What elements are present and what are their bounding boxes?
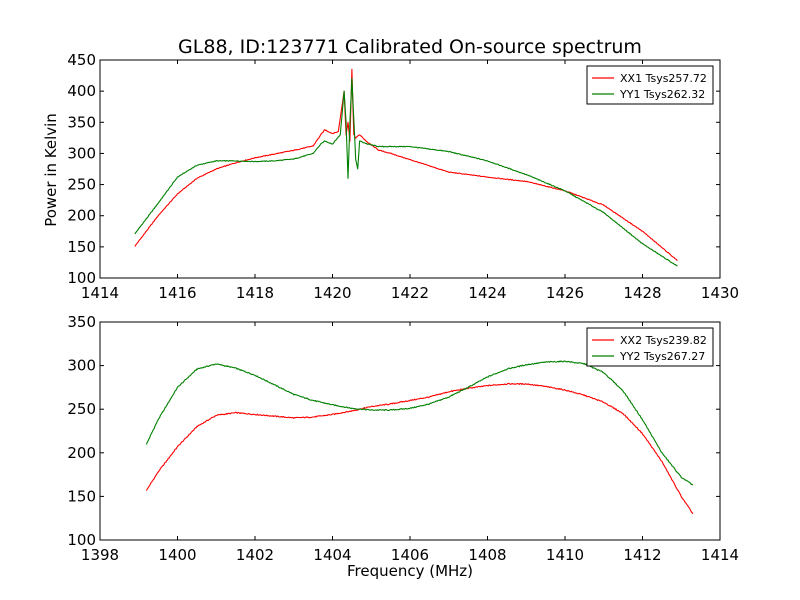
y-tick-label: 250 — [67, 176, 96, 194]
x-tick-label: 1406 — [391, 546, 429, 564]
x-tick-label: 1428 — [623, 284, 661, 302]
legend-label: YY2 Tsys267.27 — [619, 350, 705, 363]
y-tick-label: 250 — [67, 400, 96, 418]
y-tick-label: 150 — [67, 238, 96, 256]
legend-box — [586, 327, 714, 367]
y-tick-label: 350 — [67, 313, 96, 331]
x-axis-label: Frequency (MHz) — [347, 562, 473, 580]
y-axis-label: Power in Kelvin — [42, 113, 60, 227]
x-tick-label: 1412 — [623, 546, 661, 564]
legend-label: YY1 Tsys262.32 — [619, 88, 705, 101]
legend: XX1 Tsys257.72 YY1 Tsys262.32 — [586, 65, 714, 105]
x-tick-label: 1418 — [236, 284, 274, 302]
series-line-xx2 — [145, 382, 694, 515]
x-tick-label: 1404 — [313, 546, 351, 564]
x-tick-label: 1430 — [701, 284, 739, 302]
y-tick-label: 100 — [67, 531, 96, 549]
x-tick-label: 1414 — [701, 546, 739, 564]
x-tick-label: 1426 — [546, 284, 584, 302]
x-tick-label: 1408 — [468, 546, 506, 564]
legend: XX2 Tsys239.82 YY2 Tsys267.27 — [586, 327, 714, 367]
y-tick-label: 100 — [67, 269, 96, 287]
series-group — [145, 360, 694, 515]
y-tick-label: 450 — [67, 51, 96, 69]
legend-label: XX2 Tsys239.82 — [620, 334, 707, 347]
y-tick-label: 350 — [67, 113, 96, 131]
plot-2: 1398 1400 1402 1404 1406 1408 1410 1412 1414 100 1… — [67, 313, 739, 564]
x-tick-label: 1422 — [391, 284, 429, 302]
y-tick-label: 200 — [67, 207, 96, 225]
chart-title: GL88, ID:123771 Calibrated On-source spe… — [178, 36, 642, 58]
x-tick-label: 1420 — [313, 284, 351, 302]
y-tick-label: 200 — [67, 444, 96, 462]
x-tick-label: 1410 — [546, 546, 584, 564]
series-line-yy2 — [145, 360, 694, 486]
x-tick-label: 1414 — [81, 284, 119, 302]
x-tick-label: 1416 — [158, 284, 196, 302]
y-tick-label: 300 — [67, 357, 96, 375]
x-tick-label: 1424 — [468, 284, 506, 302]
plot-1: 1414 1416 1418 1420 1422 1424 1426 1428 1430 100 1… — [67, 51, 739, 302]
legend-box — [586, 65, 714, 105]
legend-label: XX1 Tsys257.72 — [620, 72, 707, 85]
series-group — [134, 68, 678, 267]
series-line-yy1 — [134, 78, 678, 267]
series-line-xx1 — [134, 68, 678, 261]
y-tick-label: 300 — [67, 144, 96, 162]
x-tick-label: 1400 — [158, 546, 196, 564]
x-tick-label: 1398 — [81, 546, 119, 564]
y-tick-label: 400 — [67, 82, 96, 100]
y-tick-label: 150 — [67, 487, 96, 505]
x-tick-label: 1402 — [236, 546, 274, 564]
plots-group: 1414 1416 1418 1420 1422 1424 1426 1428 14301001… — [67, 51, 739, 564]
